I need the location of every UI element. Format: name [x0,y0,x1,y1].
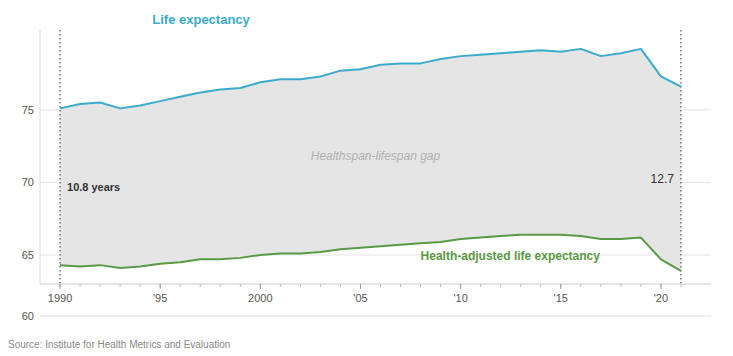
series-label: Health-adjusted life expectancy [421,249,601,263]
dotted-line [680,30,681,284]
x-minor-tick [540,284,541,287]
x-tick [60,284,61,289]
x-tick [460,284,461,289]
x-tick-label: '05 [353,292,367,304]
x-minor-tick [220,284,221,287]
gap-label: Healthspan-lifespan gap [311,149,441,163]
x-minor-tick [80,284,81,287]
x-minor-tick [500,284,501,287]
axis-break-line [40,316,711,317]
x-tick-label: '15 [554,292,568,304]
x-minor-tick [280,284,281,287]
x-minor-tick [520,284,521,287]
x-tick [360,284,361,289]
x-minor-tick [380,284,381,287]
series-label: Life expectancy [152,12,250,27]
x-tick-label: '10 [453,292,467,304]
x-minor-tick [320,284,321,287]
y-tick-label: 65 [22,249,34,261]
series-line [60,49,681,109]
y-tick-label: 75 [22,104,34,116]
x-tick-label: '20 [654,292,668,304]
x-tick [560,284,561,289]
axis-break-label: 60 [22,310,34,322]
x-minor-tick [440,284,441,287]
y-tick-label: 70 [22,176,34,188]
x-minor-tick [120,284,121,287]
source: Source: Institute for Health Metrics and… [8,339,230,350]
x-minor-tick [420,284,421,287]
start-gap-label: 10.8 years [67,181,120,193]
y-axis-line [40,30,41,284]
x-tick-label: 2000 [248,292,272,304]
x-tick [660,284,661,289]
x-minor-tick [400,284,401,287]
x-tick [260,284,261,289]
dotted-line [60,30,61,284]
x-tick-label: '95 [153,292,167,304]
x-minor-tick [480,284,481,287]
x-minor-tick [100,284,101,287]
x-minor-tick [620,284,621,287]
x-minor-tick [180,284,181,287]
x-minor-tick [340,284,341,287]
x-minor-tick [200,284,201,287]
x-minor-tick [600,284,601,287]
x-tick [160,284,161,289]
series-line [60,235,681,271]
x-minor-tick [680,284,681,287]
x-minor-tick [580,284,581,287]
chart: 65 70 75 1990 '95 2000 '05 '10 '15 '20 Life expect… [0,0,733,356]
end-gap-label: 12.7 [651,172,675,186]
x-tick-label: 1990 [48,292,72,304]
gap-band [60,49,681,271]
x-minor-tick [240,284,241,287]
plot-area [60,30,681,284]
x-minor-tick [300,284,301,287]
x-axis-line [40,284,711,285]
x-minor-tick [640,284,641,287]
x-minor-tick [140,284,141,287]
